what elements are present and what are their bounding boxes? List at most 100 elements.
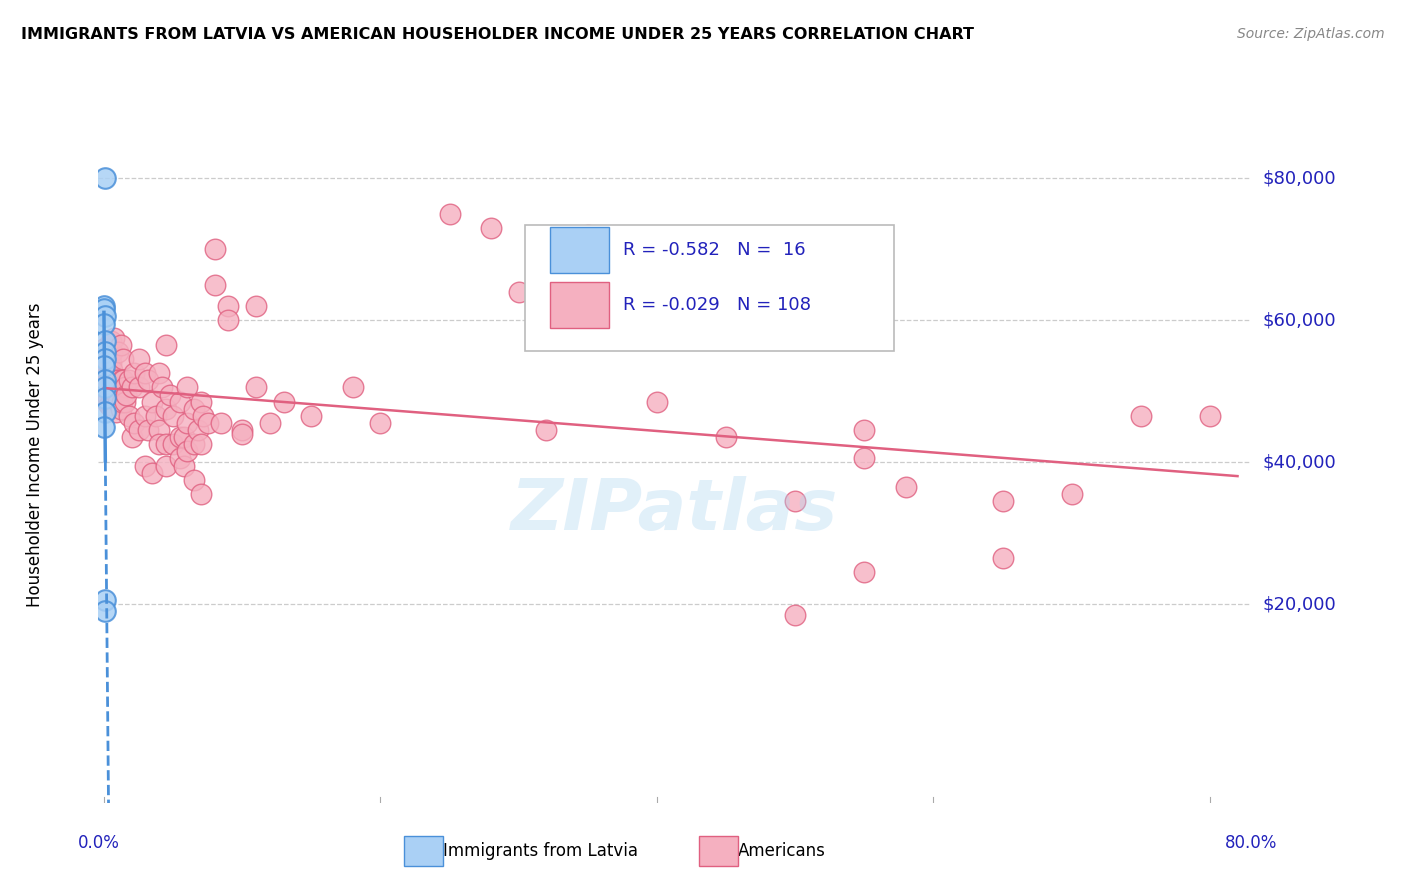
FancyBboxPatch shape (550, 227, 609, 273)
Point (93, 391, 115, 405)
Point (259, 416, 281, 430)
Point (853, 565, 876, 579)
Point (96, 380, 118, 394)
Point (98, 359, 121, 374)
Point (93, 302, 115, 317)
Point (97, 376, 120, 391)
Point (98, 369, 121, 384)
Text: $80,000: $80,000 (1263, 169, 1336, 187)
Point (576, 227, 599, 242)
Text: Source: ZipAtlas.com: Source: ZipAtlas.com (1237, 27, 1385, 41)
Text: $40,000: $40,000 (1263, 453, 1336, 471)
Text: $20,000: $20,000 (1263, 595, 1336, 613)
Point (93, 352, 115, 367)
Point (991, 550, 1014, 565)
Point (107, 394, 129, 409)
Point (785, 494, 807, 508)
Point (114, 380, 136, 394)
Point (134, 409, 156, 423)
Point (155, 458, 177, 473)
Point (217, 313, 239, 327)
Point (94, 171, 117, 186)
FancyBboxPatch shape (524, 226, 894, 351)
Point (105, 405, 128, 419)
Point (118, 409, 141, 423)
Point (134, 458, 156, 473)
Point (217, 299, 239, 313)
Text: R = -0.582   N =  16: R = -0.582 N = 16 (623, 241, 806, 259)
Point (128, 352, 150, 367)
Point (173, 458, 195, 473)
Point (169, 451, 191, 466)
Point (479, 220, 502, 235)
Text: ZIPatlas: ZIPatlas (512, 476, 838, 545)
Point (1129, 409, 1152, 423)
Point (124, 366, 146, 380)
Point (100, 369, 122, 384)
Point (141, 394, 163, 409)
Point (118, 373, 141, 387)
Point (204, 277, 226, 292)
Point (121, 380, 143, 394)
Point (155, 338, 177, 352)
Point (112, 373, 135, 387)
Point (991, 494, 1014, 508)
Point (508, 285, 530, 299)
FancyBboxPatch shape (550, 283, 609, 328)
Point (370, 416, 392, 430)
Point (853, 423, 876, 437)
Point (176, 444, 198, 458)
Text: 80.0%: 80.0% (1225, 834, 1278, 852)
Point (93, 419, 115, 434)
Point (110, 380, 132, 394)
Text: Householder Income Under 25 years: Householder Income Under 25 years (25, 302, 44, 607)
Point (299, 409, 322, 423)
Point (93, 373, 115, 387)
Point (124, 416, 146, 430)
Point (159, 387, 181, 401)
Point (96, 394, 118, 409)
Point (155, 401, 177, 416)
Point (96, 362, 118, 376)
Point (136, 423, 159, 437)
Point (93, 405, 115, 419)
Point (342, 380, 364, 394)
Point (231, 423, 253, 437)
Point (101, 362, 124, 376)
Text: $60,000: $60,000 (1263, 311, 1336, 329)
Point (97, 391, 120, 405)
Point (162, 437, 184, 451)
Point (714, 430, 737, 444)
Point (103, 384, 125, 398)
Point (190, 487, 212, 501)
Point (183, 437, 205, 451)
Point (94, 604, 117, 618)
Point (111, 373, 134, 387)
Point (141, 466, 163, 480)
Point (1199, 409, 1222, 423)
Point (169, 394, 191, 409)
Point (645, 394, 668, 409)
Point (107, 373, 129, 387)
Text: 0.0%: 0.0% (77, 834, 120, 852)
Point (96, 349, 118, 363)
Point (197, 416, 219, 430)
Point (173, 430, 195, 444)
Point (204, 242, 226, 256)
Point (245, 299, 267, 313)
Text: Americans: Americans (738, 842, 827, 860)
Point (136, 373, 159, 387)
Point (176, 380, 198, 394)
Point (114, 394, 136, 409)
Point (148, 423, 170, 437)
Point (94, 342, 117, 356)
Point (107, 345, 129, 359)
Point (93, 317, 115, 331)
Point (245, 380, 267, 394)
Point (115, 387, 138, 401)
Point (121, 430, 143, 444)
Point (97, 352, 120, 367)
Point (148, 437, 170, 451)
Point (96, 387, 118, 401)
Point (128, 380, 150, 394)
